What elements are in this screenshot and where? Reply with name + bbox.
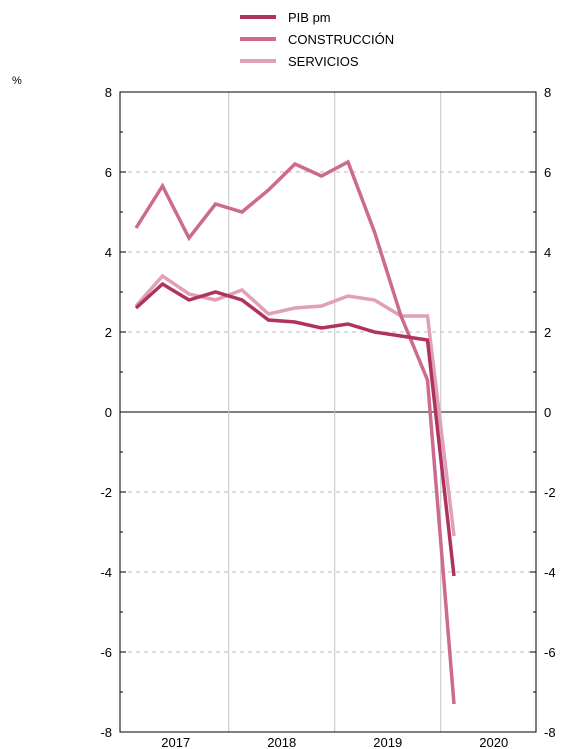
y-tick-label-left: -6 bbox=[100, 645, 112, 660]
y-tick-label-left: 4 bbox=[105, 245, 112, 260]
series-lines bbox=[134, 159, 456, 705]
legend-label: CONSTRUCCIÓN bbox=[288, 32, 394, 47]
y-tick-label-right: 8 bbox=[544, 85, 551, 100]
y-tick-label-left: 8 bbox=[105, 85, 112, 100]
y-tick-label-right: 4 bbox=[544, 245, 551, 260]
y-tick-label-right: -6 bbox=[544, 645, 556, 660]
x-tick-label: 2020 bbox=[479, 735, 508, 749]
y-tick-label-left: -8 bbox=[100, 725, 112, 740]
y-axis-unit-label: % bbox=[12, 75, 22, 87]
legend: PIB pm CONSTRUCCIÓN SERVICIOS bbox=[240, 10, 394, 69]
y-tick-label-left: -2 bbox=[100, 485, 112, 500]
legend-label: PIB pm bbox=[288, 10, 331, 25]
y-tick-label-right: 6 bbox=[544, 165, 551, 180]
y-tick-label-right: 0 bbox=[544, 405, 551, 420]
series-line bbox=[134, 281, 456, 577]
y-tick-label-right: -2 bbox=[544, 485, 556, 500]
y-tick-label-right: -4 bbox=[544, 565, 556, 580]
y-tick-label-left: 0 bbox=[105, 405, 112, 420]
legend-label: SERVICIOS bbox=[288, 54, 359, 69]
y-tick-label-left: 2 bbox=[105, 325, 112, 340]
y-tick-label-right: 2 bbox=[544, 325, 551, 340]
axes: 8 8 6 6 4 4 2 2 0 0 -2 -2 -4 -4 -6 -6 -8 -8 2017 2018 2019 20… bbox=[100, 85, 555, 749]
y-tick-label-right: -8 bbox=[544, 725, 556, 740]
grid bbox=[120, 92, 536, 732]
x-tick-label: 2017 bbox=[161, 735, 190, 749]
y-tick-label-left: 6 bbox=[105, 165, 112, 180]
series-line bbox=[134, 159, 456, 705]
series-line bbox=[134, 273, 456, 537]
x-tick-label: 2019 bbox=[373, 735, 402, 749]
x-tick-label: 2018 bbox=[267, 735, 296, 749]
y-tick-label-left: -4 bbox=[100, 565, 112, 580]
